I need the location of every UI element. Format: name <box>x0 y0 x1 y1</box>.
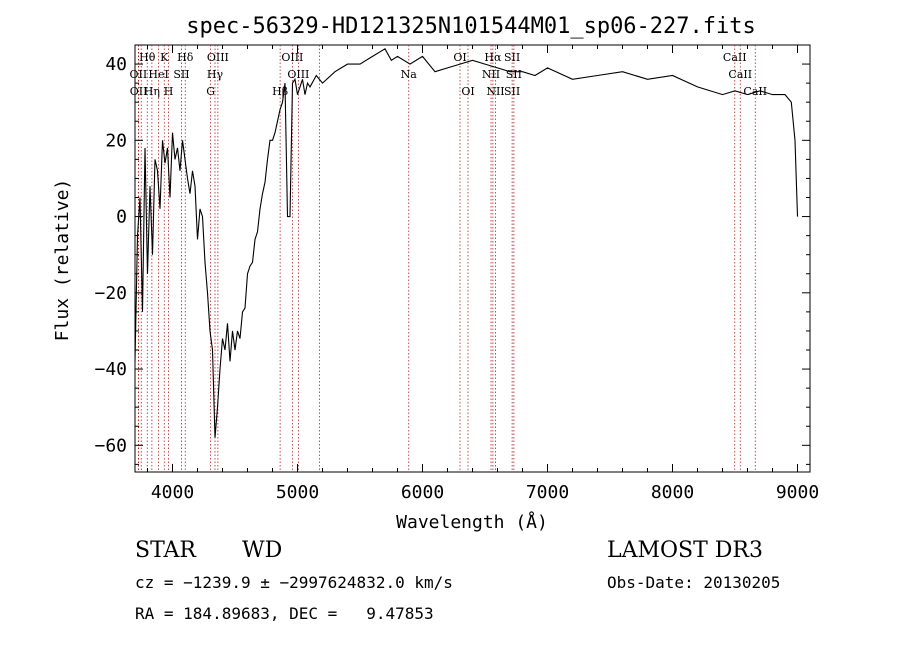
observation-date: Obs-Date: 20130205 <box>607 573 781 592</box>
marker-label: CaII <box>723 51 747 64</box>
marker-label: OIII <box>207 51 229 64</box>
marker-label: OIII <box>281 51 303 64</box>
marker-label: SII <box>506 68 522 81</box>
marker-label: Na <box>401 68 418 81</box>
survey-name: LAMOST DR3 <box>607 538 763 563</box>
redshift-line: cz = −1239.9 ± −2997624832.0 km/s <box>135 573 453 592</box>
y-axis-ticks: −60 −40 −20 0 20 40 <box>94 44 810 465</box>
marker-label: Hδ <box>177 51 194 64</box>
plot-frame <box>134 44 811 473</box>
object-class: STAR <box>135 538 196 563</box>
marker-label: Hα <box>484 51 502 64</box>
marker-label: Hη <box>144 85 160 98</box>
marker-label: Hγ <box>207 68 224 81</box>
y-tick-label: −60 <box>94 435 127 456</box>
spectrum-chart: spec-56329-HD121325N101544M01_sp06-227.f… <box>52 14 819 533</box>
chart-title: spec-56329-HD121325N101544M01_sp06-227.f… <box>186 14 756 39</box>
y-tick-label: −20 <box>94 283 127 304</box>
y-tick-label: −40 <box>94 359 127 380</box>
marker-label: NII <box>482 68 500 81</box>
y-tick-label: 40 <box>105 54 127 75</box>
x-tick-label: 6000 <box>401 482 444 503</box>
marker-label: SII <box>504 51 520 64</box>
marker-label: OI <box>453 51 466 64</box>
x-tick-label: 9000 <box>776 482 819 503</box>
x-tick-label: 7000 <box>526 482 569 503</box>
marker-label: G <box>206 85 215 98</box>
coordinates-line: RA = 184.89683, DEC = 9.47853 <box>135 604 434 623</box>
marker-label: OIII <box>287 68 309 81</box>
spectrum-series-line <box>134 48 799 438</box>
marker-label: CaII <box>743 85 767 98</box>
marker-label: H <box>164 85 174 98</box>
y-tick-label: 20 <box>105 130 127 151</box>
spectral-line-markers <box>137 45 756 472</box>
x-axis-ticks: 4000 5000 6000 7000 8000 9000 <box>147 45 819 503</box>
x-tick-label: 8000 <box>651 482 694 503</box>
marker-label: Hθ <box>139 51 156 64</box>
marker-label: CaII <box>728 68 752 81</box>
marker-label: HeI <box>148 68 168 81</box>
marker-label: OII <box>130 85 148 98</box>
object-subclass: WD <box>242 538 283 563</box>
marker-label: SII <box>173 68 189 81</box>
marker-label: K <box>160 51 169 64</box>
y-tick-label: 0 <box>116 207 127 228</box>
marker-label: OI <box>461 85 474 98</box>
marker-label: SII <box>504 85 520 98</box>
marker-label: OII <box>130 68 148 81</box>
x-tick-label: 5000 <box>276 482 319 503</box>
marker-label: NII <box>486 85 504 98</box>
x-tick-label: 4000 <box>151 482 194 503</box>
x-axis-label: Wavelength (Å) <box>396 511 548 533</box>
y-axis-label: Flux (relative) <box>52 179 73 342</box>
